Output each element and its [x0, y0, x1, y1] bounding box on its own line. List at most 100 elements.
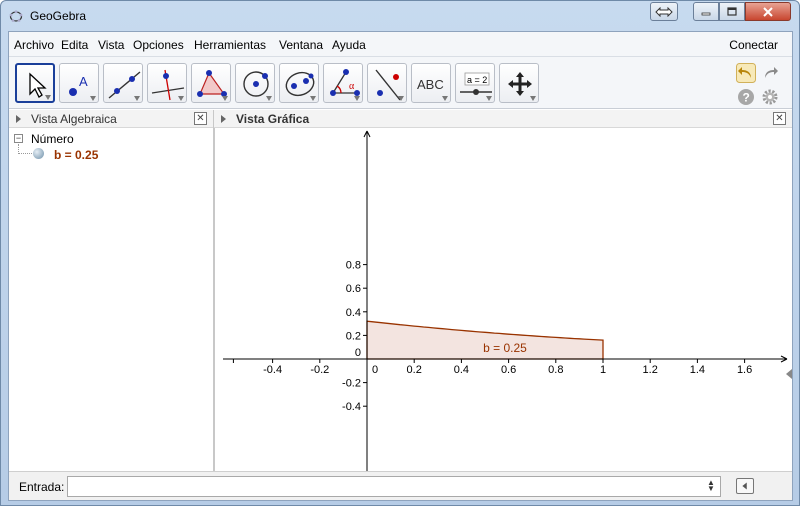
- dropdown-triangle-icon: [486, 96, 492, 101]
- dropdown-triangle-icon: [398, 96, 404, 101]
- angle-label: α: [349, 81, 355, 92]
- x-tick-label: 0.4: [454, 364, 469, 376]
- x-axis-arrow: [780, 355, 788, 363]
- tool-polygon-button[interactable]: [191, 63, 231, 103]
- tree-collapse-toggle[interactable]: −: [14, 133, 23, 143]
- move-pointer-icon: [29, 72, 47, 98]
- x-tick-label: 0.6: [501, 364, 516, 376]
- x-tick-label: 1.6: [737, 364, 752, 376]
- tool-slider-button[interactable]: a = 2: [455, 63, 495, 103]
- perpendicular-icon: [151, 69, 185, 101]
- tree-category-label: Número: [31, 132, 74, 146]
- collapse-arrow-icon[interactable]: [16, 115, 21, 123]
- menu-ayuda[interactable]: Ayuda: [332, 38, 366, 52]
- tool-angle-button[interactable]: α: [323, 63, 363, 103]
- algebra-view: − Número b = 0.25: [9, 129, 213, 471]
- visibility-toggle-icon[interactable]: [33, 148, 44, 159]
- point-icon: A: [69, 74, 88, 96]
- graphics-view-title: Vista Gráfica: [236, 112, 310, 126]
- svg-text:?: ?: [743, 91, 750, 105]
- close-window-button[interactable]: [745, 2, 791, 21]
- dropdown-triangle-icon: [90, 96, 96, 101]
- collapse-arrow-icon[interactable]: [221, 115, 226, 123]
- minimize-icon: [701, 12, 711, 15]
- redo-icon[interactable]: [760, 63, 780, 83]
- integral-region: [366, 320, 604, 360]
- angle-icon: α: [330, 69, 360, 96]
- input-label: Entrada:: [19, 480, 65, 494]
- graphics-canvas[interactable]: -0.4 -0.2 0 0.2 0.4 0.6 0.8 1 1.2 1.4 1.6 0.8 0.6 0.4…: [215, 129, 792, 471]
- x-tick-label: -0.4: [263, 364, 282, 376]
- client-area: Archivo Edita Vista Opciones Herramienta…: [8, 31, 793, 501]
- tool-point-button[interactable]: A: [59, 63, 99, 103]
- menu-archivo[interactable]: Archivo: [14, 38, 55, 52]
- tool-ellipse-button[interactable]: [279, 63, 319, 103]
- menu-opciones[interactable]: Opciones: [133, 38, 184, 52]
- dropdown-triangle-icon: [442, 96, 448, 101]
- text-tool-label: ABC: [417, 77, 444, 92]
- menu-vista[interactable]: Vista: [98, 38, 125, 52]
- ellipse-icon: [285, 71, 315, 97]
- help-icon[interactable]: ?: [736, 87, 756, 107]
- y-tick-label: 0.6: [346, 283, 361, 295]
- y-tick-label: 0.4: [346, 307, 361, 319]
- menu-herramientas[interactable]: Herramientas: [194, 38, 267, 52]
- region-label: b = 0.25: [483, 341, 527, 355]
- y-tick-label: -0.4: [342, 401, 361, 413]
- menu-bar: Archivo Edita Vista Opciones Herramienta…: [9, 32, 792, 57]
- minimize-button[interactable]: [693, 2, 719, 21]
- x-tick-label: 1.4: [690, 364, 705, 376]
- dropdown-triangle-icon: [266, 96, 272, 101]
- input-history-spinner-icon[interactable]: ▲ ▼: [707, 478, 715, 493]
- dropdown-triangle-icon: [134, 96, 140, 101]
- window-title: GeoGebra: [30, 9, 87, 23]
- graphics-view[interactable]: -0.4 -0.2 0 0.2 0.4 0.6 0.8 1 1.2 1.4 1.6 0.8 0.6 0.4…: [215, 129, 792, 471]
- tool-move-button[interactable]: [15, 63, 55, 103]
- algebra-view-header: Vista Algebraica ✕: [9, 110, 213, 128]
- tool-reflect-button[interactable]: [367, 63, 407, 103]
- polygon-icon: [197, 70, 227, 97]
- dropdown-triangle-icon: [310, 96, 316, 101]
- connect-link[interactable]: Conectar: [729, 38, 778, 52]
- undo-icon[interactable]: [736, 63, 756, 83]
- close-graphics-view-button[interactable]: ✕: [773, 112, 786, 125]
- tool-circle-button[interactable]: [235, 63, 275, 103]
- restore-arrows-button[interactable]: [650, 2, 678, 21]
- dropdown-triangle-icon: [530, 96, 536, 101]
- point-label: A: [79, 74, 88, 89]
- line-icon: [108, 71, 141, 99]
- menu-edita[interactable]: Edita: [61, 38, 89, 52]
- expand-panel-arrow-icon[interactable]: [786, 369, 792, 379]
- title-bar[interactable]: GeoGebra: [1, 1, 799, 31]
- circle-icon: [243, 71, 269, 97]
- tool-text-button[interactable]: ABC: [411, 63, 451, 103]
- menu-ventana[interactable]: Ventana: [279, 38, 324, 52]
- text-icon: ABC: [417, 77, 444, 92]
- algebra-view-title: Vista Algebraica: [31, 112, 117, 126]
- move-view-icon: [508, 72, 532, 96]
- input-bar: Entrada: ▲ ▼: [9, 471, 792, 500]
- close-algebra-view-button[interactable]: ✕: [194, 112, 207, 125]
- algebra-object-b[interactable]: b = 0.25: [54, 148, 99, 162]
- dropdown-triangle-icon: [222, 96, 228, 101]
- x-tick-label: 1.2: [643, 364, 658, 376]
- graphics-view-header: Vista Gráfica ✕: [214, 110, 792, 128]
- settings-gear-icon[interactable]: [760, 87, 780, 107]
- tool-perpendicular-button[interactable]: [147, 63, 187, 103]
- x-tick-label: 0: [372, 364, 378, 376]
- input-help-toggle-icon[interactable]: [736, 478, 754, 494]
- y-tick-label: 0.8: [346, 260, 361, 272]
- geogebra-logo-icon: [9, 10, 23, 22]
- tool-move-view-button[interactable]: [499, 63, 539, 103]
- view-splitter[interactable]: [213, 110, 215, 471]
- x-tick-label: 0.8: [548, 364, 563, 376]
- maximize-button[interactable]: [719, 2, 745, 21]
- tree-connector: [18, 144, 32, 154]
- slider-tool-label: a = 2: [467, 75, 487, 85]
- input-field[interactable]: [67, 476, 721, 497]
- close-icon: [763, 6, 773, 17]
- tool-line-button[interactable]: [103, 63, 143, 103]
- y-tick-label: 0.2: [346, 330, 361, 342]
- y-axis-arrow: [363, 130, 371, 138]
